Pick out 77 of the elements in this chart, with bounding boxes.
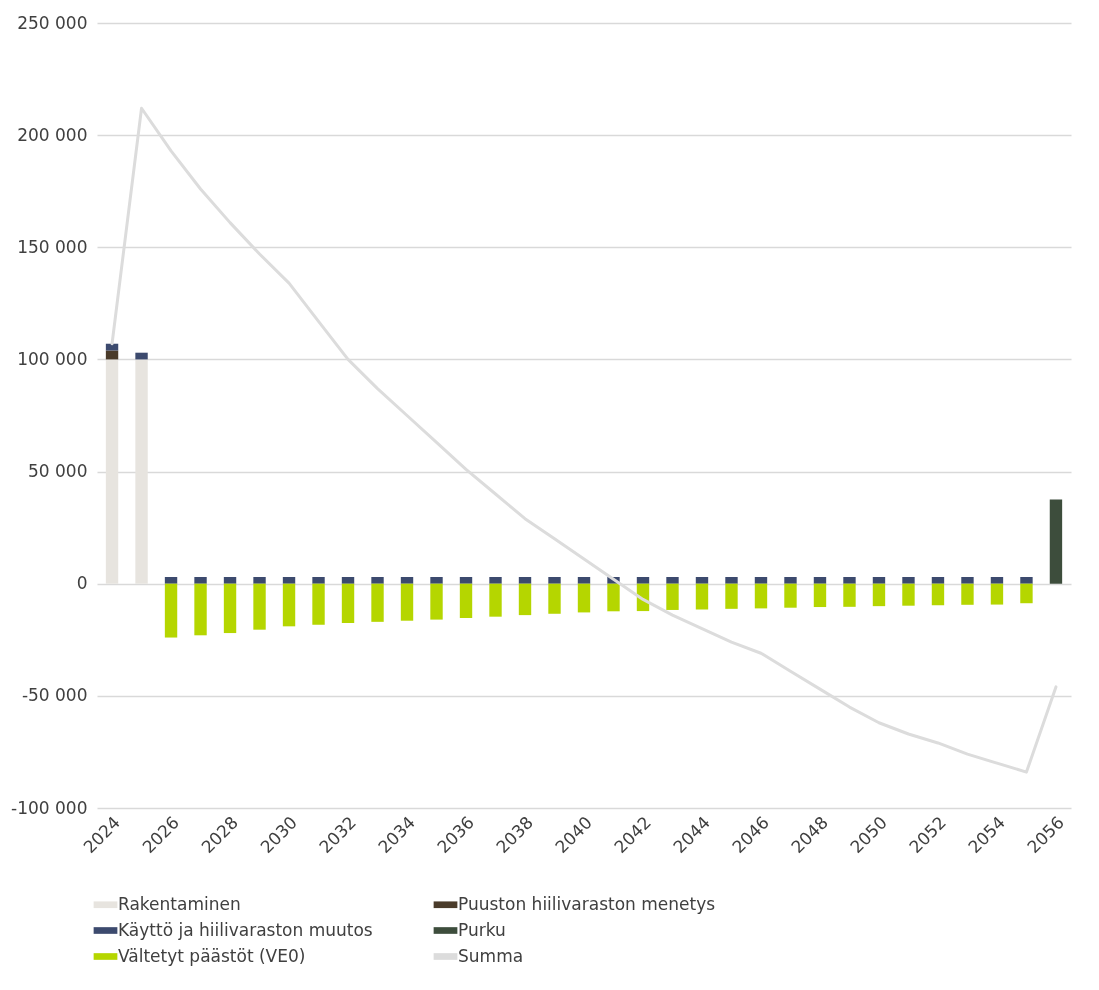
legend-label: Puuston hiilivaraston menetys [458,893,716,914]
y-tick-label: 150 000 [17,236,88,257]
bar [872,576,886,584]
bar [754,576,768,584]
bar [990,583,1004,605]
legend-label: Vältetyt päästöt (VE0) [118,945,306,966]
y-tick-label: 250 000 [17,12,88,33]
bar [666,576,679,584]
bar [371,583,384,622]
bar [282,576,296,584]
bar [1020,583,1033,604]
bar [548,583,561,614]
bar [400,576,414,584]
bar [1049,499,1063,584]
y-tick-label: 0 [76,573,88,594]
bar [813,583,827,608]
bar [253,576,266,584]
bar [548,576,561,584]
bar [341,583,355,623]
bar [902,576,915,584]
bar [607,583,620,612]
bar [194,576,207,584]
bar [164,576,178,584]
bar [371,576,384,584]
legend-label: Käyttö ja hiilivaraston muutos [118,919,373,940]
bar [430,576,443,584]
bar [961,583,974,605]
bar [105,359,119,584]
legend-label: Rakentaminen [118,893,241,914]
bar [784,576,797,584]
bar [253,583,266,630]
bar [577,576,591,584]
legend-label: Purku [458,919,506,940]
bar [931,576,945,584]
bar [135,352,148,360]
bar [223,576,237,584]
bar [105,350,119,360]
bar [135,359,148,584]
bar [459,583,473,619]
bar [1020,576,1033,584]
bar [282,583,296,627]
bar [430,583,443,620]
bar [902,583,915,606]
bar [312,583,325,625]
bar [725,583,738,609]
y-tick-label: -100 000 [11,797,88,818]
bar [961,576,974,584]
bar [489,583,502,617]
bar [312,576,325,584]
legend-label: Summa [458,945,524,966]
y-tick-label: 100 000 [17,348,88,369]
bar [695,583,709,610]
bar [636,576,650,584]
bar [843,583,856,607]
bar [725,576,738,584]
bar [223,583,237,634]
bar [459,576,473,584]
bar [194,583,207,636]
bar [518,576,532,584]
bar [990,576,1004,584]
bar [666,583,679,610]
y-tick-label: -50 000 [21,685,88,706]
bar [813,576,827,584]
bar [872,583,886,607]
bar [400,583,414,621]
bar [754,583,768,609]
bar [341,576,355,584]
bar [931,583,945,606]
y-tick-label: 200 000 [17,124,88,145]
bar [577,583,591,613]
bar [518,583,532,616]
bar [784,583,797,608]
bar [489,576,502,584]
bar [695,576,709,584]
y-tick-label: 50 000 [28,461,88,482]
bar [164,583,178,638]
bar [843,576,856,584]
